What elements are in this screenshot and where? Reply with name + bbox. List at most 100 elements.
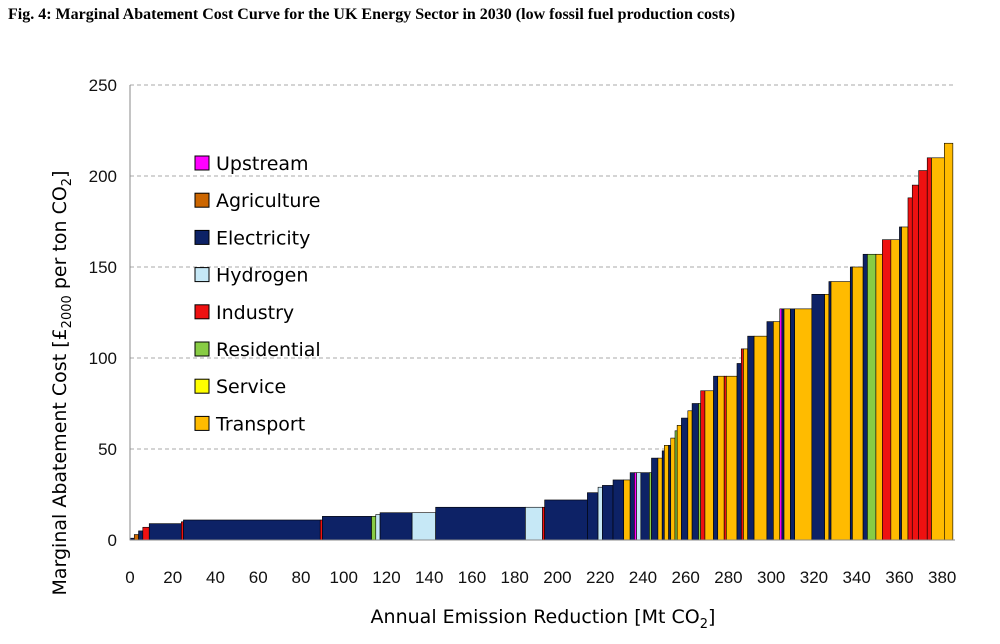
bar-electricity: [602, 485, 614, 541]
bar-electricity: [691, 403, 699, 541]
bar-electricity: [849, 266, 853, 541]
bar-agriculture: [133, 534, 139, 541]
bar-industry: [700, 390, 706, 541]
bar-electricity: [811, 293, 825, 541]
y-tick-label: 150: [89, 258, 117, 277]
bar-transport: [783, 308, 791, 541]
bar-industry: [319, 519, 323, 541]
bar-transport: [852, 266, 864, 541]
bar-electricity: [747, 335, 755, 541]
y-tick-label: 50: [98, 440, 117, 459]
y-tick-labels: 0 50 100 150 200 250: [89, 76, 117, 550]
bar-industry: [926, 157, 932, 541]
bar-hydrogen: [597, 486, 603, 541]
x-tick-label: 240: [629, 568, 657, 587]
bar-electricity: [587, 492, 599, 541]
bar-transport: [670, 437, 676, 541]
x-tick-label: 0: [125, 568, 134, 587]
legend-label: Residential: [216, 339, 321, 361]
y-axis-label: Marginal Abatement Cost [£2000 per ton C…: [49, 170, 75, 595]
bar-hydrogen: [411, 512, 436, 541]
bar-electricity: [781, 308, 785, 541]
bar-electricity: [862, 253, 868, 541]
x-tick-labels: 0 20 40 60 80 100 120 140 160 180 200 220 240 260 280 3…: [125, 568, 956, 587]
legend-swatch: [194, 192, 210, 208]
bar-transport: [901, 226, 909, 541]
bar-industry: [911, 184, 919, 541]
bar-electricity: [183, 519, 321, 541]
bar-transport: [944, 142, 954, 541]
bar-electricity: [379, 512, 413, 541]
bar-transport: [773, 321, 781, 541]
bar-transport: [931, 157, 945, 541]
legend-swatch: [194, 341, 210, 357]
legend-label: Electricity: [216, 227, 310, 249]
axes: [129, 85, 955, 541]
bar-hydrogen: [636, 472, 642, 541]
x-tick-label: 200: [543, 568, 571, 587]
x-tick-label: 220: [586, 568, 614, 587]
y-tick-label: 250: [89, 76, 117, 95]
bar-industry: [740, 348, 744, 541]
legend-label: Upstream: [216, 153, 309, 175]
legend: Upstream Agriculture Electricity Hydrogen In…: [194, 153, 321, 435]
bar-transport: [657, 457, 663, 541]
legend-label: Hydrogen: [216, 265, 308, 287]
bar-electricity: [713, 375, 719, 541]
bar-hydrogen: [525, 506, 543, 541]
x-tick-label: 180: [501, 568, 529, 587]
bar-electricity: [148, 523, 182, 541]
y-tick-label: 100: [89, 349, 117, 368]
bar-transport: [794, 308, 813, 541]
bar-electricity: [668, 445, 672, 541]
x-tick-label: 80: [292, 568, 311, 587]
bar-electricity: [544, 499, 588, 541]
bar-electricity: [766, 321, 774, 541]
bar-residential: [371, 516, 377, 541]
bar-electricity: [651, 457, 659, 541]
y-tick-label: 200: [89, 167, 117, 186]
bar-transport: [676, 425, 682, 541]
bar-electricity: [828, 281, 832, 541]
bar-residential: [698, 403, 701, 541]
x-tick-label: 340: [842, 568, 870, 587]
x-tick-label: 260: [672, 568, 700, 587]
bar-transport: [824, 293, 830, 541]
x-tick-label: 300: [757, 568, 785, 587]
bar-hydrogen: [375, 514, 381, 541]
bar-electricity: [435, 506, 526, 541]
x-tick-label: 20: [163, 568, 182, 587]
legend-label: Agriculture: [216, 190, 321, 212]
legend-label: Industry: [216, 302, 294, 324]
bar-industry: [542, 506, 545, 541]
bar-electricity: [736, 363, 742, 541]
bar-electricity: [790, 308, 796, 541]
bar-electricity: [899, 226, 902, 541]
x-tick-label: 320: [800, 568, 828, 587]
bar-industry: [882, 239, 892, 541]
x-tick-label: 280: [714, 568, 742, 587]
bar-transport: [726, 375, 738, 541]
x-tick-label: 40: [206, 568, 225, 587]
bar-industry: [180, 521, 184, 541]
bar-upstream: [779, 308, 783, 541]
x-tick-label: 160: [458, 568, 486, 587]
abatement-bars: [129, 142, 954, 541]
legend-swatch: [194, 304, 210, 320]
bar-industry: [907, 197, 913, 541]
legend-label: Transport: [215, 413, 305, 435]
bar-industry: [918, 170, 928, 541]
bar-electricity: [661, 450, 665, 541]
bar-transport: [753, 335, 768, 541]
bar-residential: [674, 430, 678, 541]
bar-transport: [687, 410, 693, 541]
x-tick-label: 360: [885, 568, 913, 587]
x-axis-label: Annual Emission Reduction [Mt CO2]: [371, 606, 716, 632]
bar-residential: [649, 472, 652, 541]
bar-transport: [890, 239, 900, 541]
bar-transport: [743, 348, 748, 541]
bar-electricity: [629, 472, 635, 541]
x-tick-label: 120: [372, 568, 400, 587]
bar-transport: [704, 390, 714, 541]
